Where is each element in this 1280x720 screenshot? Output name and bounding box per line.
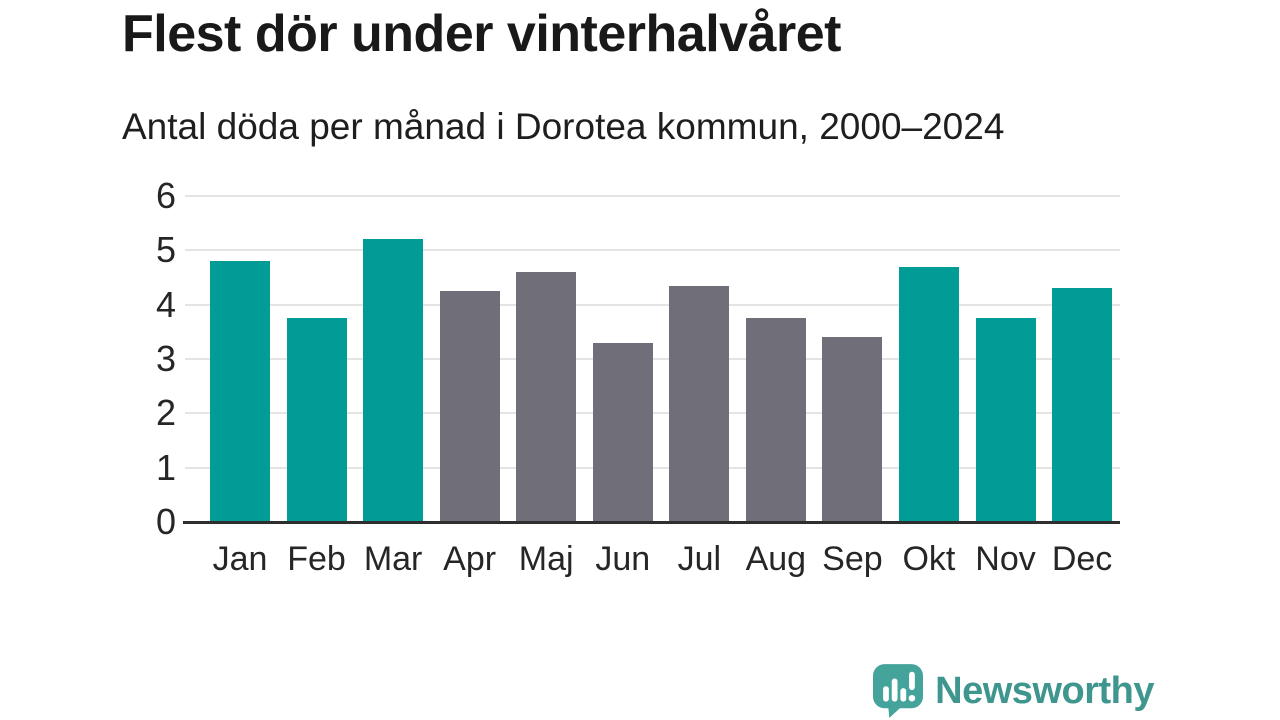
bar-maj xyxy=(516,272,577,522)
x-tick-label-nov: Nov xyxy=(975,540,1036,578)
y-tick-label-6: 6 xyxy=(155,175,176,216)
bar-sep xyxy=(822,337,883,522)
bar-apr xyxy=(439,291,500,522)
x-axis-line xyxy=(183,520,1120,524)
plot-area xyxy=(183,195,1120,524)
y-tick-label-0: 0 xyxy=(155,501,176,542)
gridline-y-4 xyxy=(185,303,1120,306)
x-tick-label-feb: Feb xyxy=(287,540,346,578)
bar-jan xyxy=(210,261,270,522)
y-tick-label-2: 2 xyxy=(155,392,176,434)
bar-aug xyxy=(745,318,806,522)
chart-subtitle: Antal döda per månad i Dorotea kommun, 2… xyxy=(122,106,1005,147)
brand-footer: Newsworthy xyxy=(873,664,1154,718)
x-tick-label-dec: Dec xyxy=(1051,540,1113,578)
x-tick-label-maj: Maj xyxy=(518,540,574,578)
x-tick-label-jul: Jul xyxy=(677,540,722,578)
bar-nov xyxy=(975,318,1036,522)
gridline-y-6 xyxy=(185,195,1120,197)
x-tick-label-sep: Sep xyxy=(822,540,883,578)
bar-mar xyxy=(363,239,424,522)
x-tick-label-jun: Jun xyxy=(595,540,651,578)
y-tick-label-4: 4 xyxy=(155,283,176,325)
chart-title: Flest dör under vinterhalvåret xyxy=(122,5,841,63)
gridline-y-5 xyxy=(185,249,1120,252)
x-tick-label-mar: Mar xyxy=(363,540,423,578)
bar-jun xyxy=(592,342,653,522)
bar-okt xyxy=(898,266,959,522)
x-tick-label-jan: Jan xyxy=(212,540,268,578)
brand-name: Newsworthy xyxy=(935,669,1154,712)
y-tick-label-1: 1 xyxy=(155,446,176,488)
newsworthy-logo-icon xyxy=(873,664,924,718)
bar-jul xyxy=(669,285,730,522)
y-tick-label-5: 5 xyxy=(155,229,176,271)
x-tick-label-okt: Okt xyxy=(902,540,956,578)
bar-feb xyxy=(286,318,347,522)
bar-dec xyxy=(1052,288,1113,522)
x-tick-label-aug: Aug xyxy=(745,540,807,578)
x-tick-label-apr: Apr xyxy=(443,540,497,578)
y-tick-label-3: 3 xyxy=(155,338,176,379)
